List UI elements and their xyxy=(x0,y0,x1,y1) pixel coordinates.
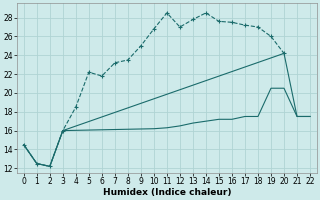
X-axis label: Humidex (Indice chaleur): Humidex (Indice chaleur) xyxy=(103,188,231,197)
